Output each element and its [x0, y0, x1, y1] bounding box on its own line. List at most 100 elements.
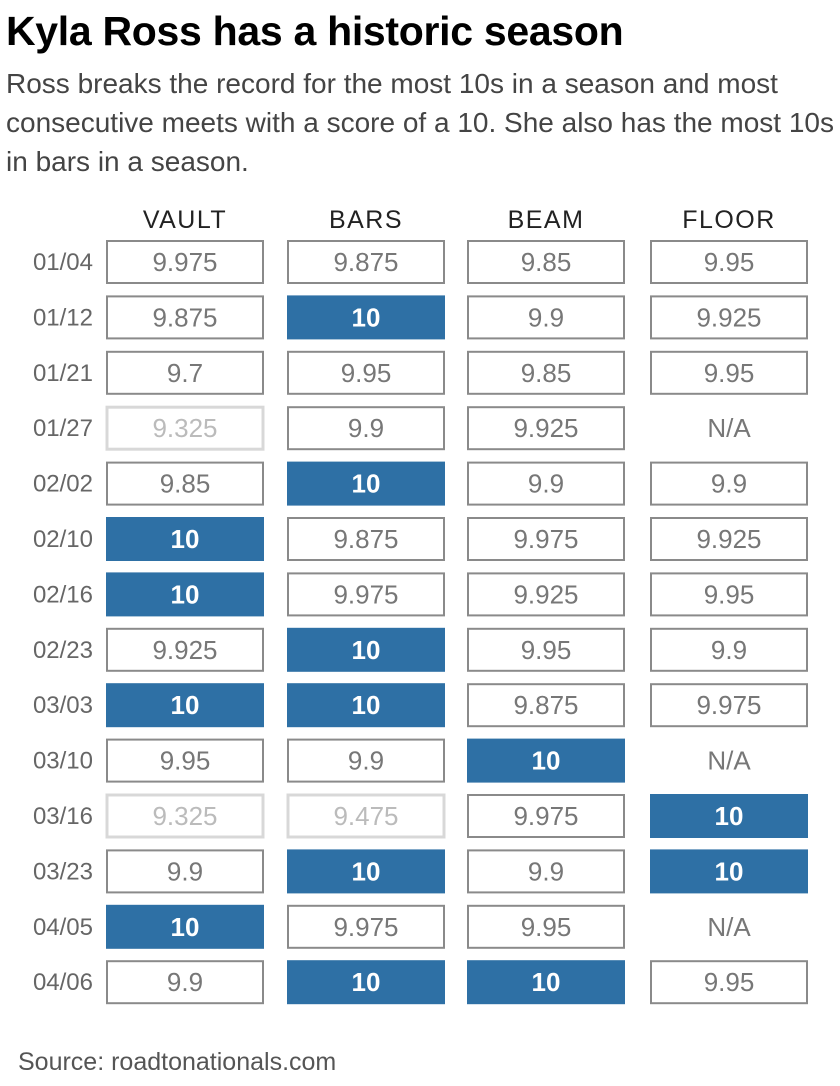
perfect-ten-label-floor: 10 — [715, 801, 744, 831]
score-cell-vault — [106, 461, 264, 506]
perfect-ten-cell-bars — [287, 683, 445, 728]
row-date-label: 04/06 — [33, 969, 93, 996]
score-label-beam: 9.875 — [513, 690, 578, 720]
score-cell-vault — [106, 738, 264, 783]
score-label-vault: 9.9 — [167, 967, 203, 997]
score-label-vault: 9.925 — [152, 635, 217, 665]
score-label-vault: 9.9 — [167, 856, 203, 886]
score-cell-floor — [650, 350, 808, 395]
perfect-ten-label-bars: 10 — [352, 690, 381, 720]
source-note: Source: roadtonationals.com — [18, 1048, 337, 1076]
score-cell-beam — [467, 794, 625, 838]
score-cell-floor — [650, 627, 808, 672]
score-label-floor: 9.95 — [704, 358, 755, 388]
score-cell-bars — [287, 572, 445, 617]
chart-title: Kyla Ross has a historic season — [6, 8, 624, 54]
score-na-floor: N/A — [707, 912, 751, 942]
score-label-floor: 9.975 — [696, 690, 761, 720]
score-cell-floor — [650, 572, 808, 617]
perfect-ten-cell-vault — [106, 904, 264, 949]
score-cell-bars — [287, 350, 445, 395]
score-label-bars: 9.95 — [341, 358, 392, 388]
score-label-beam: 9.85 — [521, 247, 572, 277]
score-cell-beam — [467, 406, 625, 451]
score-label-vault: 9.325 — [152, 413, 217, 443]
perfect-ten-cell-vault — [106, 572, 264, 617]
score-cell-floor — [650, 517, 808, 561]
score-label-beam: 9.95 — [521, 635, 572, 665]
row-date-label: 01/21 — [33, 360, 93, 387]
perfect-ten-cell-vault — [106, 683, 264, 728]
score-label-floor: 9.95 — [704, 967, 755, 997]
score-cell-beam — [467, 295, 625, 340]
score-label-floor: 9.95 — [704, 247, 755, 277]
score-cell-vault — [106, 960, 264, 1005]
perfect-ten-cell-floor — [650, 794, 808, 838]
score-cell-floor — [650, 960, 808, 1005]
score-cell-beam — [467, 240, 625, 284]
score-cell-vault — [106, 849, 264, 894]
perfect-ten-label-bars: 10 — [352, 856, 381, 886]
score-label-bars: 9.975 — [333, 912, 398, 942]
score-label-floor: 9.925 — [696, 302, 761, 332]
column-header-vault: VAULT — [143, 206, 227, 234]
perfect-ten-label-bars: 10 — [352, 469, 381, 499]
score-cell-floor — [650, 683, 808, 728]
perfect-ten-cell-bars — [287, 960, 445, 1005]
score-label-beam: 9.9 — [528, 469, 564, 499]
score-cell-beam — [467, 572, 625, 617]
score-cell-floor — [650, 295, 808, 340]
score-cell-vault — [106, 240, 264, 284]
perfect-ten-cell-vault — [106, 517, 264, 561]
column-header-beam: BEAM — [508, 206, 585, 234]
score-label-beam: 9.975 — [513, 524, 578, 554]
row-date-label: 04/05 — [33, 914, 93, 941]
score-cell-beam — [467, 904, 625, 949]
score-cell-bars — [287, 517, 445, 561]
perfect-ten-cell-beam — [467, 960, 625, 1005]
score-cell-vault — [106, 350, 264, 395]
score-cell-beam — [467, 517, 625, 561]
score-cell-beam — [467, 849, 625, 894]
score-table: VAULT BARS BEAM FLOOR 01/04 9.975 9.875 9.85 9.9… — [33, 206, 808, 1005]
row-date-label: 03/23 — [33, 858, 93, 885]
perfect-ten-label-bars: 10 — [352, 302, 381, 332]
row-date-label: 01/04 — [33, 249, 93, 276]
perfect-ten-cell-bars — [287, 849, 445, 894]
score-label-floor: 9.9 — [711, 635, 747, 665]
score-cell-vault — [106, 627, 264, 672]
score-label-beam: 9.9 — [528, 302, 564, 332]
row-date-label: 01/12 — [33, 304, 93, 331]
column-header-floor: FLOOR — [682, 206, 776, 234]
score-cell-bars — [287, 406, 445, 451]
perfect-ten-label-beam: 10 — [532, 746, 561, 776]
score-na-floor: N/A — [707, 413, 751, 443]
perfect-ten-cell-floor — [650, 849, 808, 894]
score-label-beam: 9.95 — [521, 912, 572, 942]
score-label-bars: 9.9 — [348, 413, 384, 443]
score-label-vault: 9.95 — [160, 746, 211, 776]
score-label-floor: 9.925 — [696, 524, 761, 554]
score-cell-vault — [106, 295, 264, 340]
perfect-ten-cell-bars — [287, 627, 445, 672]
perfect-ten-cell-beam — [467, 738, 625, 783]
score-cell-beam — [467, 683, 625, 728]
score-label-beam: 9.975 — [513, 801, 578, 831]
perfect-ten-cell-bars — [287, 295, 445, 340]
score-cell-bars — [287, 904, 445, 949]
score-na-floor: N/A — [707, 746, 751, 776]
row-date-label: 01/27 — [33, 415, 93, 442]
perfect-ten-cell-bars — [287, 461, 445, 506]
score-label-beam: 9.9 — [528, 856, 564, 886]
score-label-bars: 9.9 — [348, 746, 384, 776]
score-cell-bars — [287, 240, 445, 284]
chart-subtitle: Ross breaks the record for the most 10s … — [6, 68, 834, 177]
score-label-vault: 9.325 — [152, 801, 217, 831]
score-label-vault: 9.85 — [160, 469, 211, 499]
score-cell-floor — [650, 461, 808, 506]
perfect-ten-label-vault: 10 — [171, 524, 200, 554]
row-date-label: 02/10 — [33, 526, 93, 553]
perfect-ten-label-bars: 10 — [352, 635, 381, 665]
score-cell-beam — [467, 461, 625, 506]
score-label-floor: 9.95 — [704, 579, 755, 609]
